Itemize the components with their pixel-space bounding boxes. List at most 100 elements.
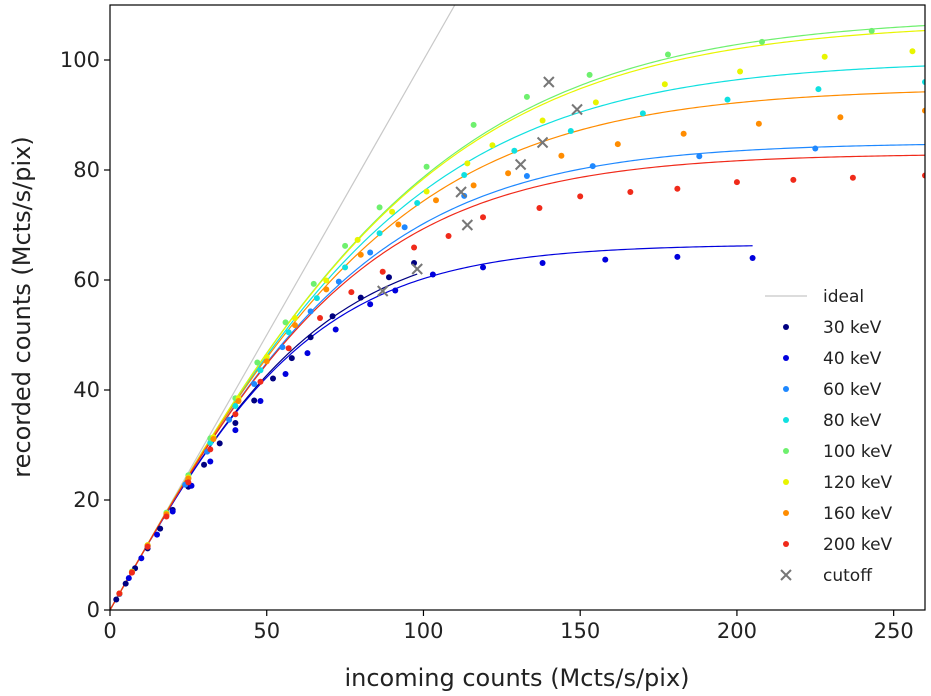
data-point-4-9 xyxy=(310,280,317,287)
data-point-5-8 xyxy=(291,314,298,321)
data-point-0-15 xyxy=(357,294,364,301)
y-axis-label: recorded counts (Mcts/s/pix) xyxy=(8,136,36,477)
data-point-7-17 xyxy=(627,189,634,195)
data-point-1-18 xyxy=(674,253,681,260)
data-point-7-11 xyxy=(379,268,386,275)
data-point-0-7 xyxy=(201,461,208,468)
data-point-2-9 xyxy=(307,308,314,315)
data-point-2-11 xyxy=(367,249,374,256)
legend-label-ideal: ideal xyxy=(823,287,864,307)
data-point-2-8 xyxy=(279,344,286,351)
data-point-3-6 xyxy=(232,402,239,409)
legend-label-2: 60 keV xyxy=(823,380,882,400)
data-point-0-1 xyxy=(122,580,129,587)
data-point-6-15 xyxy=(558,152,565,159)
fit-curve-5 xyxy=(110,29,925,610)
data-point-0-8 xyxy=(216,440,223,447)
data-point-0-10 xyxy=(251,397,258,404)
data-point-6-13 xyxy=(470,182,477,189)
data-point-1-11 xyxy=(332,326,339,333)
data-point-1-17 xyxy=(602,256,609,263)
cutoff-marker-7 xyxy=(543,76,555,88)
data-point-4-11 xyxy=(376,204,383,211)
x-tick-label-250: 250 xyxy=(874,619,914,643)
data-point-2-15 xyxy=(589,163,596,170)
data-point-7-4 xyxy=(185,479,192,486)
x-tick-label-0: 0 xyxy=(103,619,116,643)
x-axis-label: incoming counts (Mcts/s/pix) xyxy=(344,664,689,692)
data-point-1-6 xyxy=(207,458,214,465)
data-point-3-19 xyxy=(922,79,925,85)
cutoff-marker-3 xyxy=(455,186,467,198)
legend-swatch-2 xyxy=(783,386,789,392)
data-point-4-8 xyxy=(282,319,289,326)
y-tick-label-20: 20 xyxy=(73,488,100,512)
data-point-5-12 xyxy=(423,188,430,195)
data-point-2-16 xyxy=(696,153,703,160)
legend-label-6: 160 keV xyxy=(823,504,893,524)
data-point-1-9 xyxy=(282,371,289,378)
data-point-1-16 xyxy=(539,259,546,266)
fit-curve-6 xyxy=(110,91,925,610)
data-point-1-8 xyxy=(257,398,264,404)
data-point-4-7 xyxy=(254,359,261,366)
data-point-4-15 xyxy=(586,71,593,78)
data-point-6-5 xyxy=(210,435,217,442)
legend-label-0: 30 keV xyxy=(823,318,882,338)
data-point-7-7 xyxy=(257,378,264,385)
data-point-4-12 xyxy=(423,163,430,170)
data-point-1-10 xyxy=(304,350,311,357)
y-tick-label-100: 100 xyxy=(60,48,100,72)
fit-curve-3 xyxy=(110,65,925,610)
legend-label-3: 80 keV xyxy=(823,411,882,431)
fit-curve-4 xyxy=(110,24,925,610)
data-point-5-19 xyxy=(821,53,828,60)
data-point-3-18 xyxy=(815,86,822,93)
legend-swatch-0 xyxy=(783,324,789,330)
data-point-5-9 xyxy=(323,277,330,284)
data-point-7-1 xyxy=(128,569,135,576)
fit-curve-7 xyxy=(110,154,925,610)
x-tick-label-150: 150 xyxy=(560,619,600,643)
plot-frame xyxy=(109,4,926,611)
data-point-7-6 xyxy=(232,411,239,418)
data-point-6-10 xyxy=(357,251,364,258)
data-point-6-17 xyxy=(680,130,687,137)
legend-label-1: 40 keV xyxy=(823,349,882,369)
x-tick-label-100: 100 xyxy=(403,619,443,643)
data-point-6-12 xyxy=(433,197,439,204)
fit-curve-1 xyxy=(110,245,753,610)
data-point-1-12 xyxy=(367,301,374,308)
data-point-1-4 xyxy=(169,508,176,515)
legend-swatch-6 xyxy=(783,510,789,516)
data-point-3-16 xyxy=(639,110,646,117)
legend-swatch-7 xyxy=(783,541,789,547)
legend: ideal 30 keV 40 keV 60 keV 80 keV 100 keV 120 … xyxy=(765,287,893,586)
data-point-7-9 xyxy=(317,314,324,321)
legend-swatch-4 xyxy=(783,448,789,454)
data-point-7-14 xyxy=(480,214,487,221)
cutoff-marker-0 xyxy=(377,285,389,297)
data-point-1-2 xyxy=(138,555,145,562)
data-point-5-10 xyxy=(354,236,361,243)
cutoff-marker-5 xyxy=(536,136,549,149)
axes: 0 50 100 150 200 250 0 20 40 60 80 100 xyxy=(60,48,914,643)
data-point-0-13 xyxy=(307,334,314,341)
data-point-1-7 xyxy=(232,427,239,434)
data-point-7-21 xyxy=(849,174,856,181)
data-point-7-0 xyxy=(116,590,123,597)
data-point-7-16 xyxy=(577,193,584,200)
legend-label-5: 120 keV xyxy=(823,473,893,493)
x-tick-label-50: 50 xyxy=(253,619,280,643)
data-point-5-18 xyxy=(737,68,744,75)
data-point-5-15 xyxy=(539,117,546,124)
data-point-1-15 xyxy=(480,264,487,271)
data-point-7-13 xyxy=(445,233,452,239)
data-point-3-8 xyxy=(285,329,292,336)
data-point-7-22 xyxy=(922,172,925,179)
cutoff-marker-1 xyxy=(411,263,423,275)
data-point-0-12 xyxy=(288,355,295,362)
data-point-0-11 xyxy=(270,375,276,382)
x-tick-label-200: 200 xyxy=(717,619,757,643)
data-point-7-8 xyxy=(285,345,292,352)
